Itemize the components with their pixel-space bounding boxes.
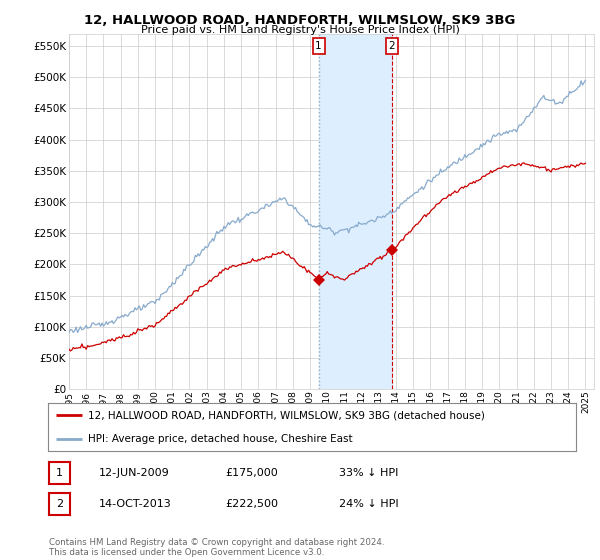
Text: 24% ↓ HPI: 24% ↓ HPI bbox=[339, 499, 398, 509]
Text: Price paid vs. HM Land Registry's House Price Index (HPI): Price paid vs. HM Land Registry's House … bbox=[140, 25, 460, 35]
Text: 12, HALLWOOD ROAD, HANDFORTH, WILMSLOW, SK9 3BG (detached house): 12, HALLWOOD ROAD, HANDFORTH, WILMSLOW, … bbox=[88, 410, 484, 420]
Bar bbox=[319, 34, 392, 389]
Text: 33% ↓ HPI: 33% ↓ HPI bbox=[339, 468, 398, 478]
Text: 1: 1 bbox=[56, 468, 63, 478]
Text: £175,000: £175,000 bbox=[225, 468, 278, 478]
Text: HPI: Average price, detached house, Cheshire East: HPI: Average price, detached house, Ches… bbox=[88, 434, 352, 444]
Text: 12, HALLWOOD ROAD, HANDFORTH, WILMSLOW, SK9 3BG: 12, HALLWOOD ROAD, HANDFORTH, WILMSLOW, … bbox=[85, 14, 515, 27]
Text: 1: 1 bbox=[315, 41, 322, 51]
Text: 14-OCT-2013: 14-OCT-2013 bbox=[99, 499, 172, 509]
Text: 2: 2 bbox=[388, 41, 395, 51]
Text: 12-JUN-2009: 12-JUN-2009 bbox=[99, 468, 170, 478]
Text: Contains HM Land Registry data © Crown copyright and database right 2024.
This d: Contains HM Land Registry data © Crown c… bbox=[49, 538, 385, 557]
Text: £222,500: £222,500 bbox=[225, 499, 278, 509]
Text: 2: 2 bbox=[56, 499, 63, 509]
